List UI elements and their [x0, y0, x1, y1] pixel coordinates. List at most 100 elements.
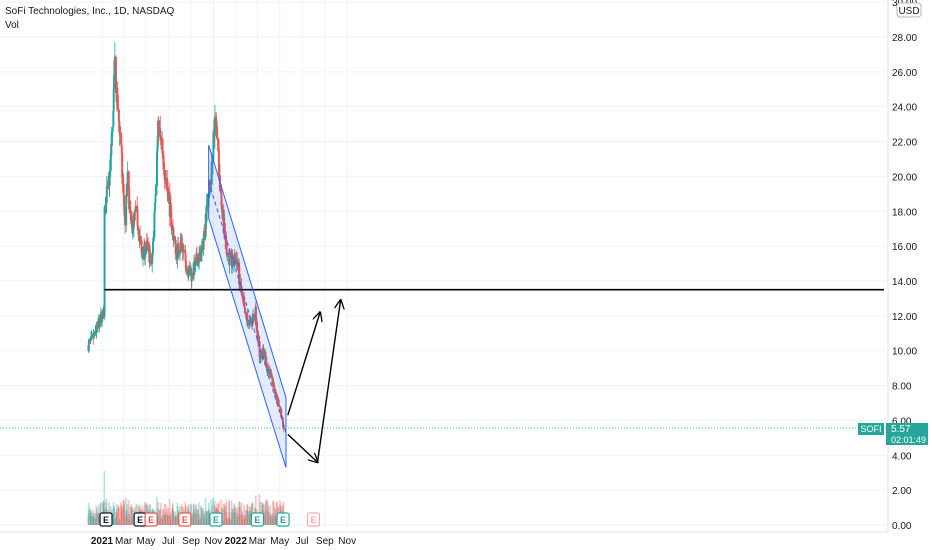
- volume-bar: [126, 504, 129, 525]
- volume-bar: [162, 509, 164, 525]
- candle-body: [121, 177, 124, 184]
- volume-bar: [228, 512, 231, 525]
- candle-body: [112, 110, 115, 127]
- y-tick-label: 4.00: [892, 451, 912, 462]
- symbol-tag-bg: [858, 423, 884, 435]
- event-marker[interactable]: [306, 512, 321, 527]
- volume-bar: [264, 511, 266, 525]
- candle-body: [157, 120, 160, 134]
- volume-bar: [192, 504, 195, 525]
- volume-bar: [98, 512, 101, 525]
- y-tick-label: 14.00: [892, 277, 917, 288]
- volume-bar: [128, 514, 131, 525]
- volume-bar: [271, 513, 274, 525]
- volume-bar: [275, 502, 278, 525]
- projection-arrow[interactable]: [316, 300, 341, 463]
- volume-bar: [165, 504, 167, 525]
- candlesticks: [87, 42, 285, 433]
- volume-bar: [236, 516, 239, 525]
- event-label: E: [148, 515, 154, 525]
- candle-body: [140, 240, 143, 253]
- volume-bar: [197, 519, 200, 525]
- candle-body: [149, 252, 152, 261]
- volume-bar: [116, 504, 118, 525]
- event-marker[interactable]: [276, 512, 290, 527]
- candle-body: [136, 226, 139, 231]
- volume-bar: [234, 507, 237, 525]
- volume-bar: [228, 499, 231, 525]
- currency-badge[interactable]: [896, 2, 922, 18]
- volume-bar: [225, 511, 228, 525]
- x-tick-label: Sep: [182, 536, 200, 547]
- bar-countdown: 02:01:49: [891, 435, 926, 445]
- volume-bar: [243, 519, 246, 525]
- candle-body: [229, 252, 232, 254]
- y-tick-label: 10.00: [892, 347, 917, 358]
- volume-bar: [122, 499, 125, 525]
- volume-bar: [202, 508, 205, 525]
- candle-body: [277, 400, 280, 406]
- volume-bar: [241, 514, 244, 525]
- volume-bar: [249, 506, 251, 525]
- volume-bar: [247, 510, 249, 525]
- candle-body: [109, 152, 112, 171]
- volume-bar: [234, 512, 236, 525]
- volume-bar: [120, 509, 123, 525]
- candle-body: [131, 228, 134, 234]
- volume-bar: [272, 500, 274, 525]
- volume-bar: [112, 502, 115, 525]
- volume-bar: [96, 513, 99, 525]
- event-marker[interactable]: [144, 512, 158, 527]
- volume-bar: [94, 518, 97, 525]
- event-marker[interactable]: [209, 512, 223, 527]
- projection-arrow[interactable]: [287, 312, 320, 416]
- volume-bar: [231, 512, 233, 525]
- x-tick-label: Sep: [316, 536, 334, 547]
- y-tick-label: 20.00: [892, 172, 917, 183]
- event-marker[interactable]: [99, 512, 113, 527]
- time-axis[interactable]: 2021 Mar May Jul Sep Nov 2022 Mar May Jul Sep Nov: [0, 531, 888, 547]
- candle-body: [262, 348, 265, 355]
- candle-body: [242, 297, 245, 299]
- descending-channel[interactable]: [208, 144, 287, 468]
- volume-bar: [224, 506, 226, 525]
- event-marker[interactable]: [178, 512, 192, 527]
- volume-bar: [198, 514, 201, 525]
- volume-bar: [129, 507, 131, 525]
- volume-bar: [212, 497, 215, 525]
- candle-body: [198, 252, 201, 254]
- volume-bar: [222, 503, 225, 525]
- candle-body: [208, 180, 211, 186]
- volume-bar: [91, 516, 94, 525]
- volume-bar: [197, 509, 199, 525]
- candle-body: [258, 341, 261, 358]
- event-marker[interactable]: [250, 512, 264, 527]
- volume-bar: [269, 514, 272, 525]
- volume-bar: [117, 505, 120, 525]
- price-axis[interactable]: 0.00 2.00 4.00 6.00 8.00 10.00 12.00 14.00 16.00…: [887, 0, 917, 532]
- y-tick-label: 2.00: [892, 486, 912, 497]
- candle-body: [267, 365, 270, 370]
- projection-arrow[interactable]: [287, 433, 318, 462]
- candle-body: [177, 243, 180, 254]
- volume-bar: [270, 515, 272, 525]
- volume-bar: [207, 510, 209, 525]
- volume-bar: [264, 514, 267, 525]
- volume-bar: [159, 519, 161, 525]
- channel-midline: [208, 181, 287, 433]
- x-tick-label: Nov: [205, 536, 223, 547]
- volume-bar: [194, 504, 197, 525]
- candle-body: [189, 265, 192, 271]
- event-label: E: [280, 515, 286, 525]
- volume-bar: [94, 513, 97, 525]
- volume-bar: [118, 518, 121, 525]
- volume-bar: [90, 510, 92, 525]
- volume-bar: [166, 508, 168, 525]
- candle-body: [139, 237, 142, 241]
- candle-body: [275, 393, 278, 400]
- candle-body: [221, 209, 224, 212]
- volume-bar: [269, 505, 272, 525]
- volume-bar: [227, 518, 230, 525]
- volume-bar: [272, 501, 275, 525]
